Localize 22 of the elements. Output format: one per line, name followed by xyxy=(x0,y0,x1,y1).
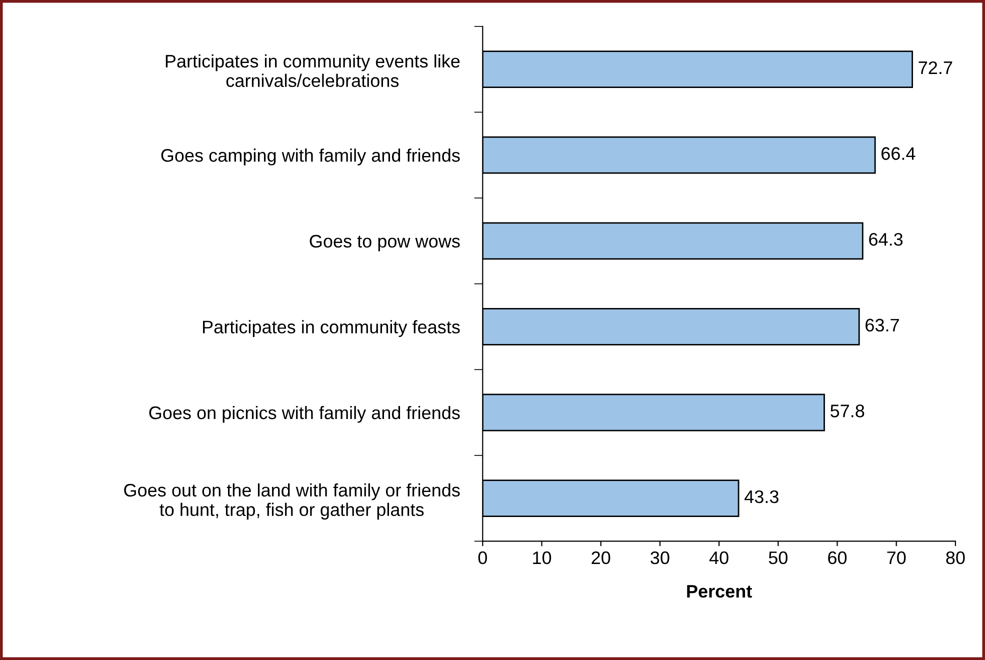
x-tick-label: 0 xyxy=(478,551,487,564)
data-label: 63.7 xyxy=(866,318,899,332)
x-tick-label: 60 xyxy=(828,551,847,564)
x-axis-title: Percent xyxy=(687,585,752,598)
x-tick-label: 30 xyxy=(650,551,670,564)
y-tick-label: Goes camping with family and friends xyxy=(161,148,460,166)
data-label: 72.7 xyxy=(918,61,952,74)
y-tick-label: Goes on picnics with family and friends xyxy=(149,406,460,423)
data-label: 66.4 xyxy=(882,147,916,160)
x-tick-label: 50 xyxy=(768,551,788,564)
x-tick-label: 70 xyxy=(887,551,906,564)
y-tick-label: Goes out on the land with family or friends to hunt, trap, fish or gather plants xyxy=(124,483,460,520)
y-tick-label: Participates in community feasts xyxy=(203,320,460,337)
data-label: 43.3 xyxy=(744,490,778,504)
data-label: 64.3 xyxy=(869,232,903,246)
x-tick-label: 80 xyxy=(946,551,965,564)
y-tick-label: Participates in community events like carnivals/celebrations xyxy=(166,54,460,88)
x-tick-label: 40 xyxy=(709,551,728,564)
x-tick-label: 10 xyxy=(533,551,552,564)
x-tick-label: 20 xyxy=(592,551,610,564)
data-label: 57.8 xyxy=(830,404,864,418)
y-tick-label: Goes to pow wows xyxy=(310,234,460,252)
